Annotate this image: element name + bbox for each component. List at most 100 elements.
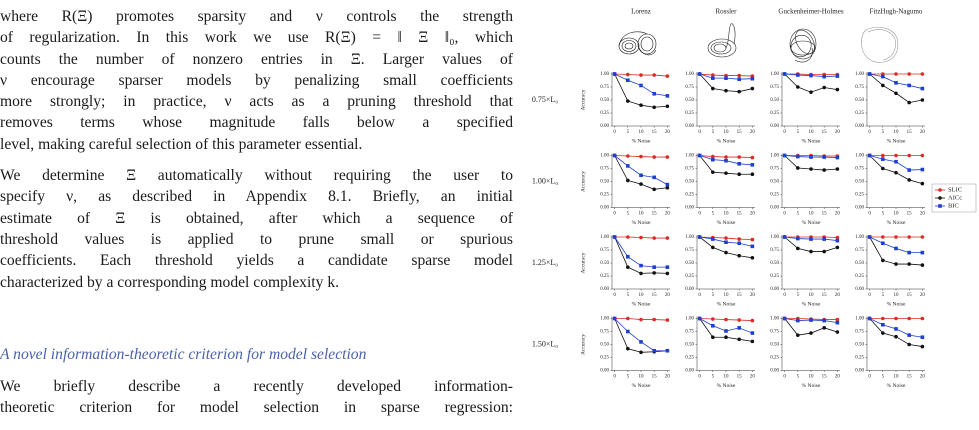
x-tick-label: 0 [698,293,701,298]
x-tick-label: 20 [665,130,671,135]
y-tick-label: 0.75 [600,330,609,335]
x-tick-label: 0 [613,375,616,380]
x-axis-label: % Noise [632,220,651,226]
y-tick-label: 0.75 [855,330,864,335]
x-axis-label: % Noise [887,138,906,144]
data-point [835,317,840,322]
x-tick-label: 15 [737,375,743,380]
data-point [822,155,826,159]
data-point [639,340,643,344]
data-point [639,83,643,88]
x-axis-label: % Noise [717,138,736,144]
data-point [626,329,630,334]
x-tick-label: 10 [809,212,815,217]
y-tick-label: 0.75 [855,167,864,172]
x-tick-label: 5 [712,130,715,135]
x-tick-label: 5 [882,293,885,298]
x-tick-label: 15 [652,130,658,135]
y-tick-label: 0.50 [855,343,864,348]
data-point [639,350,643,355]
y-tick-label: 0.50 [685,261,694,266]
y-axis-label: Accuracy [580,334,586,355]
data-point [652,187,656,192]
y-tick-label: 0.25 [600,111,609,116]
y-tick-label: 0.00 [770,124,779,129]
y-tick-label: 1.00 [770,317,779,322]
data-point [737,326,741,330]
x-tick-label: 5 [712,212,715,217]
x-tick-label: 0 [868,212,871,217]
data-point [639,103,643,107]
data-point [796,333,800,337]
data-point [920,72,925,76]
x-tick-label: 15 [652,212,658,217]
y-tick-label: 0.50 [855,98,864,103]
data-point [737,253,741,258]
y-tick-label: 1.00 [770,72,779,77]
paragraph: We briefly describe a recently developed… [0,376,513,419]
data-point [894,327,898,331]
data-point [665,74,670,78]
x-tick-label: 5 [797,293,800,298]
x-axis-label: % Noise [632,138,651,144]
x-tick-label: 15 [907,375,913,380]
data-point [724,88,728,93]
data-point [907,168,911,172]
legend-marker [938,188,942,192]
x-tick-label: 20 [835,293,841,298]
data-point [907,316,911,321]
y-tick-label: 1.00 [770,154,779,159]
data-point [697,316,702,321]
data-point [809,90,813,94]
data-point [750,339,755,344]
x-tick-label: 5 [797,130,800,135]
data-point [881,153,885,158]
y-tick-label: 0.25 [770,111,779,116]
x-tick-label: 20 [835,212,841,217]
x-tick-label: 5 [627,130,630,135]
data-point [867,153,872,158]
data-point [626,178,630,183]
y-tick-label: 1.00 [685,72,694,77]
y-tick-label: 0.25 [685,274,694,279]
data-point [724,250,728,255]
y-tick-label: 0.00 [770,206,779,211]
data-point [907,342,911,347]
data-point [665,265,670,269]
y-tick-label: 1.00 [600,317,609,322]
data-point [697,72,702,76]
data-point [894,316,898,321]
x-axis-label: % Noise [717,383,736,389]
x-tick-label: 20 [920,130,926,135]
data-point [782,153,787,158]
x-tick-label: 0 [783,130,786,135]
data-point [737,155,741,159]
x-tick-label: 5 [627,293,630,298]
x-tick-label: 20 [665,375,671,380]
y-tick-label: 0.75 [600,167,609,172]
x-tick-label: 20 [835,375,841,380]
data-point [894,262,898,266]
x-tick-label: 0 [868,375,871,380]
data-point [881,235,885,239]
y-tick-label: 0.25 [600,193,609,198]
data-point [652,317,656,322]
y-tick-label: 0.50 [770,98,779,103]
y-tick-label: 1.00 [600,235,609,240]
data-point [920,335,925,340]
y-tick-label: 0.50 [770,180,779,185]
text-line: coefficients. Each threshold yields a ca… [0,252,513,270]
y-tick-label: 0.25 [685,193,694,198]
data-point [639,73,643,77]
data-point [920,316,925,321]
y-tick-label: 0.25 [855,274,864,279]
data-point [796,154,800,159]
x-tick-label: 0 [868,293,871,298]
x-tick-label: 20 [750,130,756,135]
y-tick-label: 0.00 [685,369,694,374]
data-point [782,72,787,76]
x-tick-label: 20 [920,212,926,217]
data-point [809,249,813,254]
y-tick-label: 0.75 [685,85,694,90]
y-tick-label: 0.75 [855,248,864,253]
